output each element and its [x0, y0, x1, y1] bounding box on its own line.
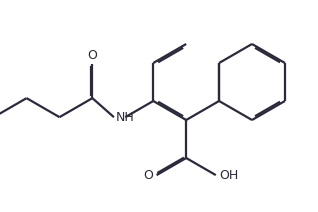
Text: O: O: [144, 169, 154, 182]
Text: OH: OH: [219, 169, 238, 182]
Text: NH: NH: [116, 111, 135, 124]
Text: O: O: [87, 49, 97, 62]
